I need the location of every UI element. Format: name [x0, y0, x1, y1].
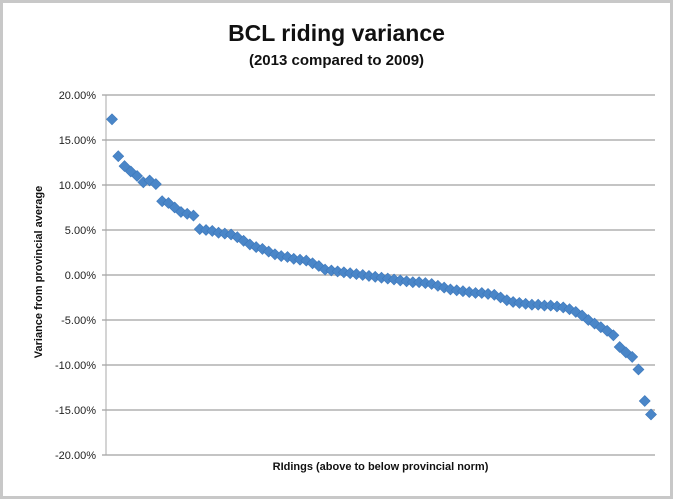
- data-point-diamond: [626, 350, 639, 363]
- gridlines: [102, 94, 655, 456]
- chart-title: BCL riding variance: [228, 20, 445, 46]
- data-point-diamond: [149, 178, 162, 191]
- data-point-diamond: [645, 408, 657, 421]
- y-tick-label: -5.00%: [61, 315, 96, 327]
- y-tick-label: 0.00%: [65, 270, 96, 282]
- y-tick-label: 15.00%: [59, 135, 97, 147]
- data-point-diamond: [632, 363, 645, 376]
- y-tick-label: -20.00%: [55, 450, 96, 462]
- y-axis-ticks: 20.00% 15.00% 10.00% 5.00% 0.00% -5.00% -10.00…: [55, 90, 96, 462]
- data-point-diamond: [607, 329, 620, 342]
- data-point-diamond: [118, 160, 131, 173]
- x-axis-label: RIdings (above to below provincial norm): [272, 461, 489, 473]
- data-point-diamond: [106, 113, 118, 126]
- y-tick-label: 20.00%: [59, 90, 97, 102]
- data-point-diamond: [112, 150, 125, 163]
- data-point-diamond: [187, 209, 200, 222]
- y-tick-label: -15.00%: [55, 405, 96, 417]
- data-point-diamond: [638, 395, 651, 407]
- y-tick-label: 10.00%: [59, 180, 97, 192]
- data-point-diamond: [613, 341, 626, 353]
- data-point-diamond: [131, 170, 143, 182]
- y-tick-label: 5.00%: [65, 225, 96, 237]
- chart-subtitle: (2013 compared to 2009): [248, 52, 425, 69]
- y-tick-label: -10.00%: [55, 360, 96, 372]
- data-points: [106, 113, 657, 421]
